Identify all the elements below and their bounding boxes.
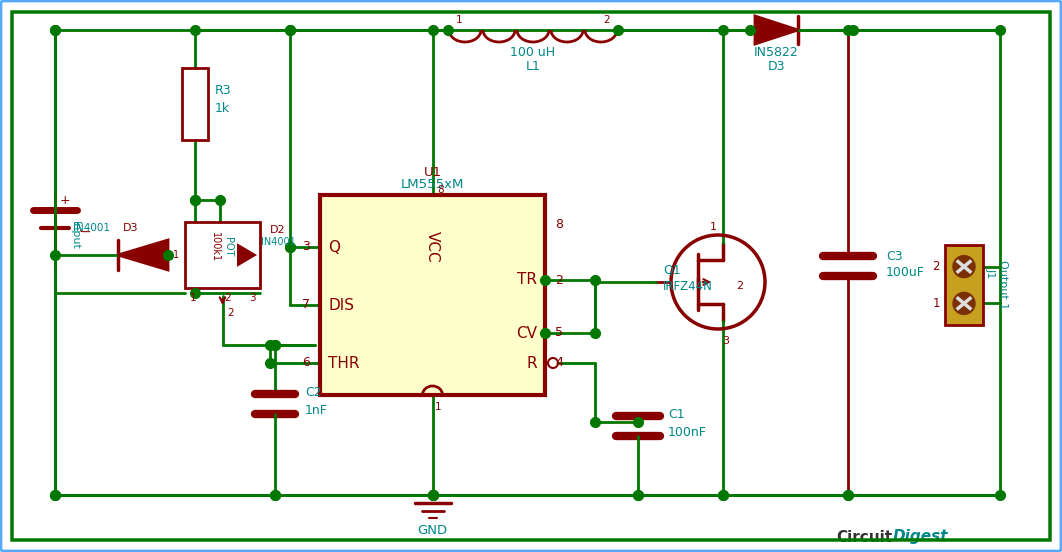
Text: Circuit: Circuit: [836, 529, 892, 544]
Text: TR: TR: [517, 273, 537, 288]
Text: 2: 2: [227, 308, 234, 318]
Bar: [182, 68, 208, 140]
Text: C2: C2: [305, 385, 322, 399]
Text: 2: 2: [736, 281, 743, 291]
Text: 2: 2: [224, 293, 230, 303]
Text: POT: POT: [223, 237, 233, 257]
Text: 2: 2: [603, 15, 610, 25]
Text: D3: D3: [123, 223, 138, 233]
Text: 6: 6: [302, 357, 310, 369]
Text: Output 1: Output 1: [998, 261, 1008, 310]
Text: C3: C3: [886, 250, 903, 263]
Text: 5: 5: [555, 326, 563, 339]
Text: D3: D3: [768, 61, 785, 73]
Text: IN4001: IN4001: [73, 223, 110, 233]
Text: IRFZ44N: IRFZ44N: [663, 280, 713, 294]
Text: Input: Input: [70, 221, 80, 250]
Text: 2: 2: [932, 260, 940, 273]
Text: IN4001: IN4001: [260, 237, 295, 247]
Text: 1k: 1k: [215, 102, 230, 114]
Polygon shape: [755, 16, 798, 44]
Text: Digest: Digest: [893, 529, 948, 544]
Text: 4: 4: [555, 357, 563, 369]
Text: Q: Q: [328, 240, 340, 254]
Polygon shape: [238, 245, 255, 265]
Text: U1: U1: [424, 167, 442, 179]
Text: 1nF: 1nF: [305, 404, 328, 417]
Text: 2: 2: [555, 273, 563, 286]
Text: R3: R3: [215, 83, 232, 97]
Text: CV: CV: [516, 326, 537, 341]
Bar: [945, 245, 983, 325]
Circle shape: [953, 293, 975, 315]
Text: LM555xM: LM555xM: [400, 178, 464, 192]
Text: C1: C1: [668, 407, 685, 421]
Bar: [320, 195, 545, 395]
Text: L1: L1: [526, 60, 541, 72]
Text: J1: J1: [986, 268, 996, 278]
Text: GND: GND: [417, 523, 447, 537]
Text: VCC: VCC: [425, 231, 440, 263]
Polygon shape: [118, 240, 168, 270]
Text: J: J: [80, 229, 90, 232]
Text: 3: 3: [302, 241, 310, 253]
Text: IN5822: IN5822: [754, 45, 799, 59]
Text: D2: D2: [270, 225, 286, 235]
Text: 3: 3: [722, 336, 730, 346]
Text: 1: 1: [932, 297, 940, 310]
Text: 1: 1: [709, 222, 717, 232]
Text: 3: 3: [249, 293, 255, 303]
Text: 100 uH: 100 uH: [511, 45, 555, 59]
Text: +: +: [59, 194, 70, 206]
Bar: [185, 222, 260, 288]
Text: 100k1: 100k1: [209, 232, 220, 262]
Text: 1: 1: [456, 15, 463, 25]
Text: 1: 1: [173, 250, 179, 260]
Text: 8: 8: [555, 219, 563, 231]
Text: 100uF: 100uF: [886, 266, 925, 279]
Text: 1: 1: [190, 293, 196, 303]
Text: 8: 8: [438, 185, 444, 195]
Text: Q1: Q1: [663, 263, 681, 277]
Text: 100nF: 100nF: [668, 426, 707, 438]
Text: 1: 1: [435, 402, 442, 412]
Circle shape: [953, 256, 975, 278]
Text: THR: THR: [328, 355, 360, 370]
Text: DIS: DIS: [328, 298, 354, 312]
Text: 7: 7: [302, 299, 310, 311]
Text: R: R: [527, 355, 537, 370]
